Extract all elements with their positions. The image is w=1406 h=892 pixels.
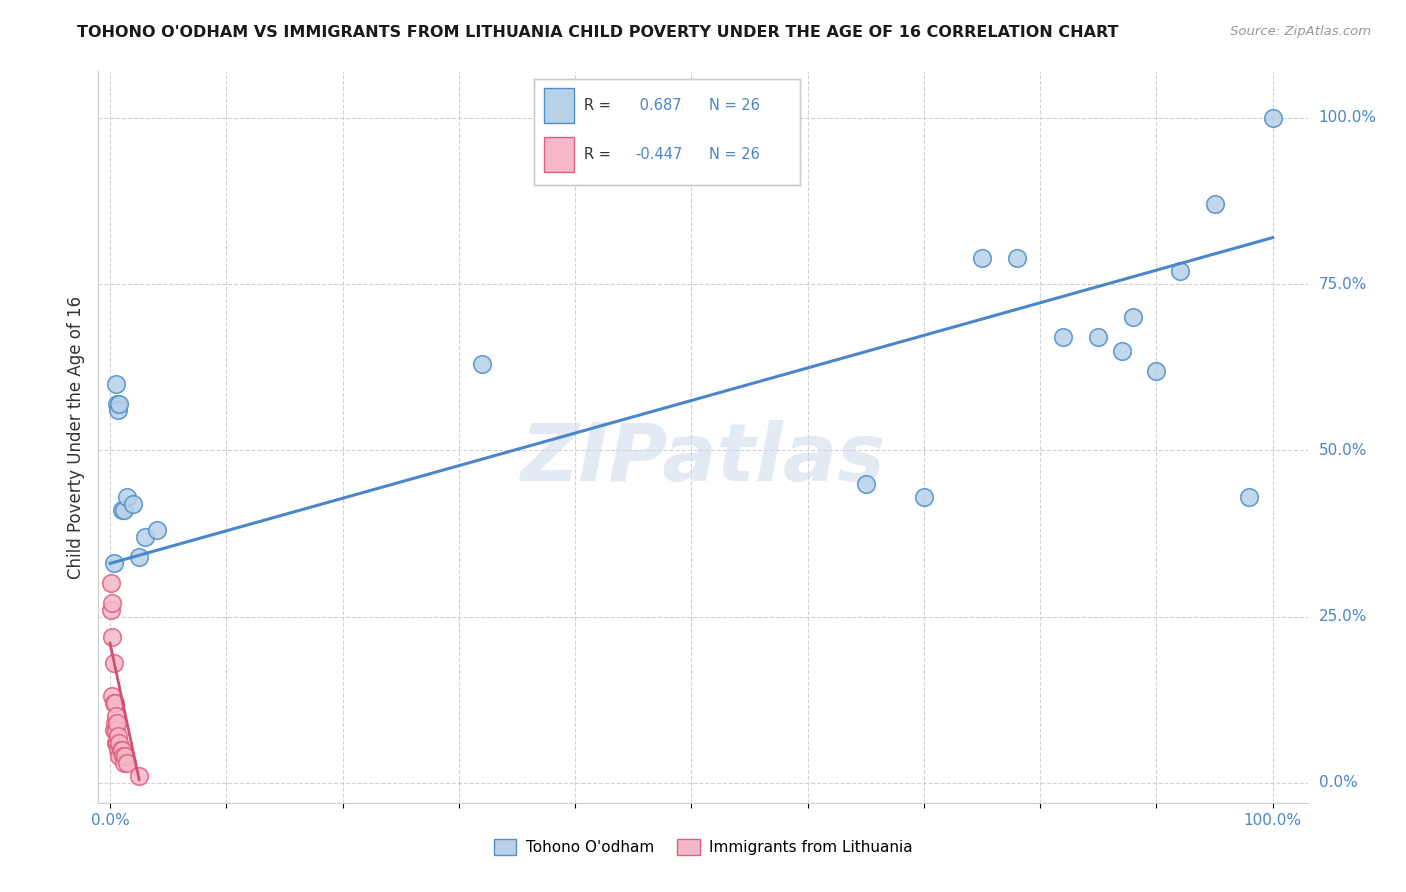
Point bbox=[855, 476, 877, 491]
Point bbox=[111, 742, 134, 756]
Point bbox=[1261, 111, 1284, 125]
Point bbox=[122, 497, 145, 511]
Point bbox=[1144, 363, 1167, 377]
Point bbox=[1111, 343, 1133, 358]
Point bbox=[103, 696, 125, 710]
Point bbox=[117, 756, 139, 770]
Point bbox=[107, 403, 129, 417]
Point bbox=[103, 557, 125, 571]
Point bbox=[114, 749, 136, 764]
Point bbox=[117, 490, 139, 504]
Point bbox=[112, 756, 135, 770]
Point bbox=[104, 696, 127, 710]
Point bbox=[105, 397, 128, 411]
Point bbox=[1052, 330, 1074, 344]
Point bbox=[111, 503, 134, 517]
Text: 25.0%: 25.0% bbox=[1319, 609, 1367, 624]
Point bbox=[912, 490, 935, 504]
Point bbox=[108, 736, 131, 750]
Point bbox=[104, 376, 127, 391]
Point bbox=[134, 530, 156, 544]
Point bbox=[1168, 264, 1191, 278]
Text: 100.0%: 100.0% bbox=[1319, 111, 1376, 126]
Y-axis label: Child Poverty Under the Age of 16: Child Poverty Under the Age of 16 bbox=[66, 295, 84, 579]
Point bbox=[1087, 330, 1109, 344]
Text: Source: ZipAtlas.com: Source: ZipAtlas.com bbox=[1230, 25, 1371, 38]
Point bbox=[105, 736, 128, 750]
Point bbox=[128, 549, 150, 564]
Point bbox=[970, 251, 993, 265]
Point bbox=[103, 656, 125, 670]
Point bbox=[1005, 251, 1028, 265]
Point bbox=[104, 723, 127, 737]
Text: TOHONO O'ODHAM VS IMMIGRANTS FROM LITHUANIA CHILD POVERTY UNDER THE AGE OF 16 CO: TOHONO O'ODHAM VS IMMIGRANTS FROM LITHUA… bbox=[77, 25, 1119, 40]
Point bbox=[104, 709, 127, 723]
Legend: Tohono O'odham, Immigrants from Lithuania: Tohono O'odham, Immigrants from Lithuani… bbox=[488, 833, 918, 861]
Point bbox=[112, 503, 135, 517]
Point bbox=[108, 397, 131, 411]
Point bbox=[107, 729, 129, 743]
Point bbox=[100, 576, 122, 591]
Point bbox=[110, 742, 132, 756]
Point bbox=[101, 596, 124, 610]
Point bbox=[101, 630, 124, 644]
Point bbox=[145, 523, 167, 537]
Point bbox=[100, 603, 122, 617]
Text: 75.0%: 75.0% bbox=[1319, 277, 1367, 292]
Point bbox=[107, 742, 129, 756]
Point bbox=[105, 716, 128, 731]
Point bbox=[128, 769, 150, 783]
Point bbox=[108, 749, 131, 764]
Point bbox=[1239, 490, 1261, 504]
Point bbox=[101, 690, 124, 704]
Point bbox=[104, 736, 127, 750]
Point bbox=[1204, 197, 1226, 211]
Text: 0.0%: 0.0% bbox=[1319, 775, 1357, 790]
Point bbox=[471, 357, 494, 371]
Point bbox=[103, 723, 125, 737]
Point bbox=[1122, 310, 1144, 325]
Text: ZIPatlas: ZIPatlas bbox=[520, 420, 886, 498]
Point bbox=[104, 716, 127, 731]
Text: 50.0%: 50.0% bbox=[1319, 443, 1367, 458]
Point bbox=[111, 749, 134, 764]
